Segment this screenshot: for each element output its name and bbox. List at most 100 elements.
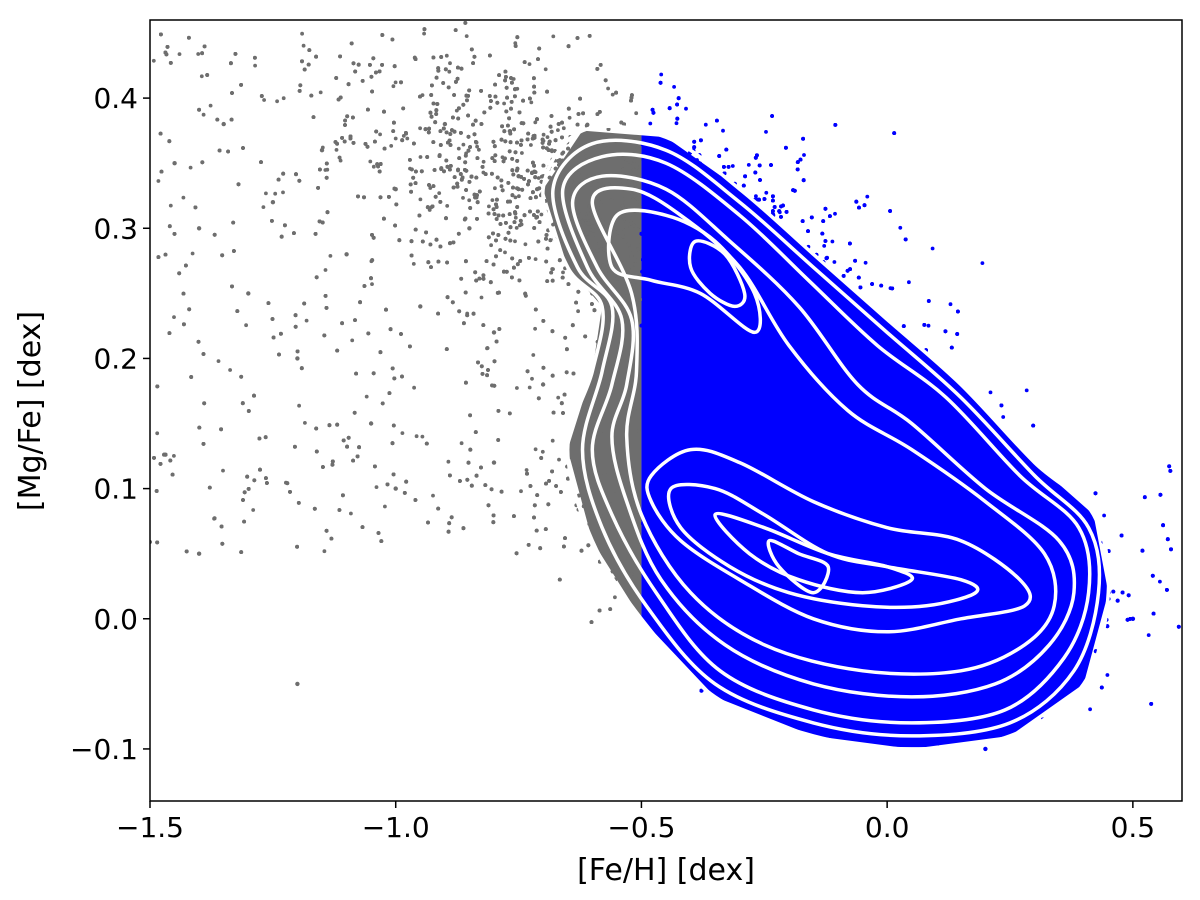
scatter-point [874, 582, 878, 586]
scatter-point [515, 386, 519, 390]
scatter-point [262, 98, 266, 102]
scatter-point [428, 186, 433, 190]
scatter-point [770, 525, 775, 530]
scatter-point [882, 591, 887, 596]
scatter-point [990, 571, 994, 576]
scatter-point [437, 191, 442, 196]
scatter-point [411, 262, 416, 266]
scatter-point [967, 531, 972, 536]
scatter-point [703, 122, 708, 127]
scatter-point [785, 248, 790, 253]
scatter-point [389, 144, 394, 148]
scatter-point [752, 252, 757, 257]
scatter-point [634, 111, 639, 116]
scatter-point [461, 196, 465, 200]
scatter-point [545, 135, 550, 140]
scatter-point [819, 527, 824, 532]
scatter-point [659, 72, 664, 77]
scatter-point [711, 369, 716, 374]
scatter-point [857, 619, 862, 624]
scatter-point [499, 184, 504, 189]
scatter-point [503, 250, 507, 255]
scatter-point [533, 447, 538, 452]
scatter-point [513, 239, 517, 244]
scatter-point [543, 67, 548, 72]
scatter-point [1061, 562, 1066, 566]
scatter-point [1088, 707, 1092, 712]
scatter-point [461, 142, 466, 147]
scatter-point [490, 198, 495, 203]
scatter-point [619, 227, 624, 232]
scatter-point [615, 234, 620, 239]
scatter-point [686, 307, 691, 311]
scatter-point [674, 121, 679, 126]
scatter-point [730, 164, 735, 168]
scatter-point [418, 197, 423, 202]
scatter-point [527, 385, 532, 390]
scatter-point [556, 395, 561, 400]
scatter-point [695, 158, 699, 162]
scatter-point [603, 199, 608, 204]
scatter-point [832, 260, 837, 264]
scatter-point [810, 476, 815, 481]
scatter-point [519, 489, 523, 494]
scatter-point [523, 242, 528, 247]
scatter-point [304, 318, 309, 323]
scatter-point [825, 485, 830, 490]
scatter-point [1065, 637, 1070, 642]
scatter-point [378, 132, 382, 137]
scatter-point [769, 334, 774, 338]
scatter-point [620, 466, 625, 470]
scatter-point [681, 223, 685, 228]
scatter-point [444, 53, 449, 58]
scatter-point [1056, 530, 1061, 535]
scatter-point [517, 194, 521, 199]
scatter-point [673, 273, 677, 278]
scatter-point [1060, 555, 1064, 559]
scatter-point [349, 511, 353, 516]
scatter-point [551, 34, 556, 39]
scatter-point [208, 103, 213, 108]
scatter-point [761, 586, 766, 591]
scatter-point [969, 565, 974, 570]
scatter-point [885, 638, 889, 643]
scatter-point [583, 209, 587, 214]
scatter-point [448, 61, 452, 66]
scatter-point [188, 165, 193, 170]
scatter-point [654, 248, 658, 252]
scatter-point [843, 355, 848, 360]
scatter-point [281, 96, 286, 101]
scatter-point [708, 574, 713, 579]
scatter-point [201, 112, 206, 117]
scatter-point [735, 546, 739, 551]
scatter-point [281, 190, 285, 195]
scatter-point [748, 544, 753, 549]
scatter-point [612, 234, 617, 239]
scatter-point [591, 233, 595, 237]
scatter-point [536, 176, 541, 180]
scatter-point [755, 280, 760, 285]
scatter-point [926, 323, 931, 328]
scatter-point [675, 296, 680, 301]
scatter-point [273, 191, 278, 196]
scatter-point [831, 463, 836, 468]
scatter-point [374, 485, 379, 489]
scatter-point [1014, 477, 1019, 482]
scatter-point [431, 493, 435, 498]
scatter-point [863, 370, 868, 375]
scatter-point [275, 99, 279, 104]
scatter-point [660, 205, 664, 210]
scatter-point [948, 302, 953, 307]
scatter-point [762, 295, 766, 300]
scatter-point [954, 526, 959, 531]
scatter-point [364, 394, 369, 399]
scatter-point [587, 166, 592, 171]
scatter-point [988, 390, 993, 395]
scatter-point [168, 203, 173, 208]
scatter-point [199, 74, 204, 79]
scatter-point [420, 434, 425, 439]
scatter-point [832, 539, 837, 544]
scatter-point [780, 510, 785, 515]
